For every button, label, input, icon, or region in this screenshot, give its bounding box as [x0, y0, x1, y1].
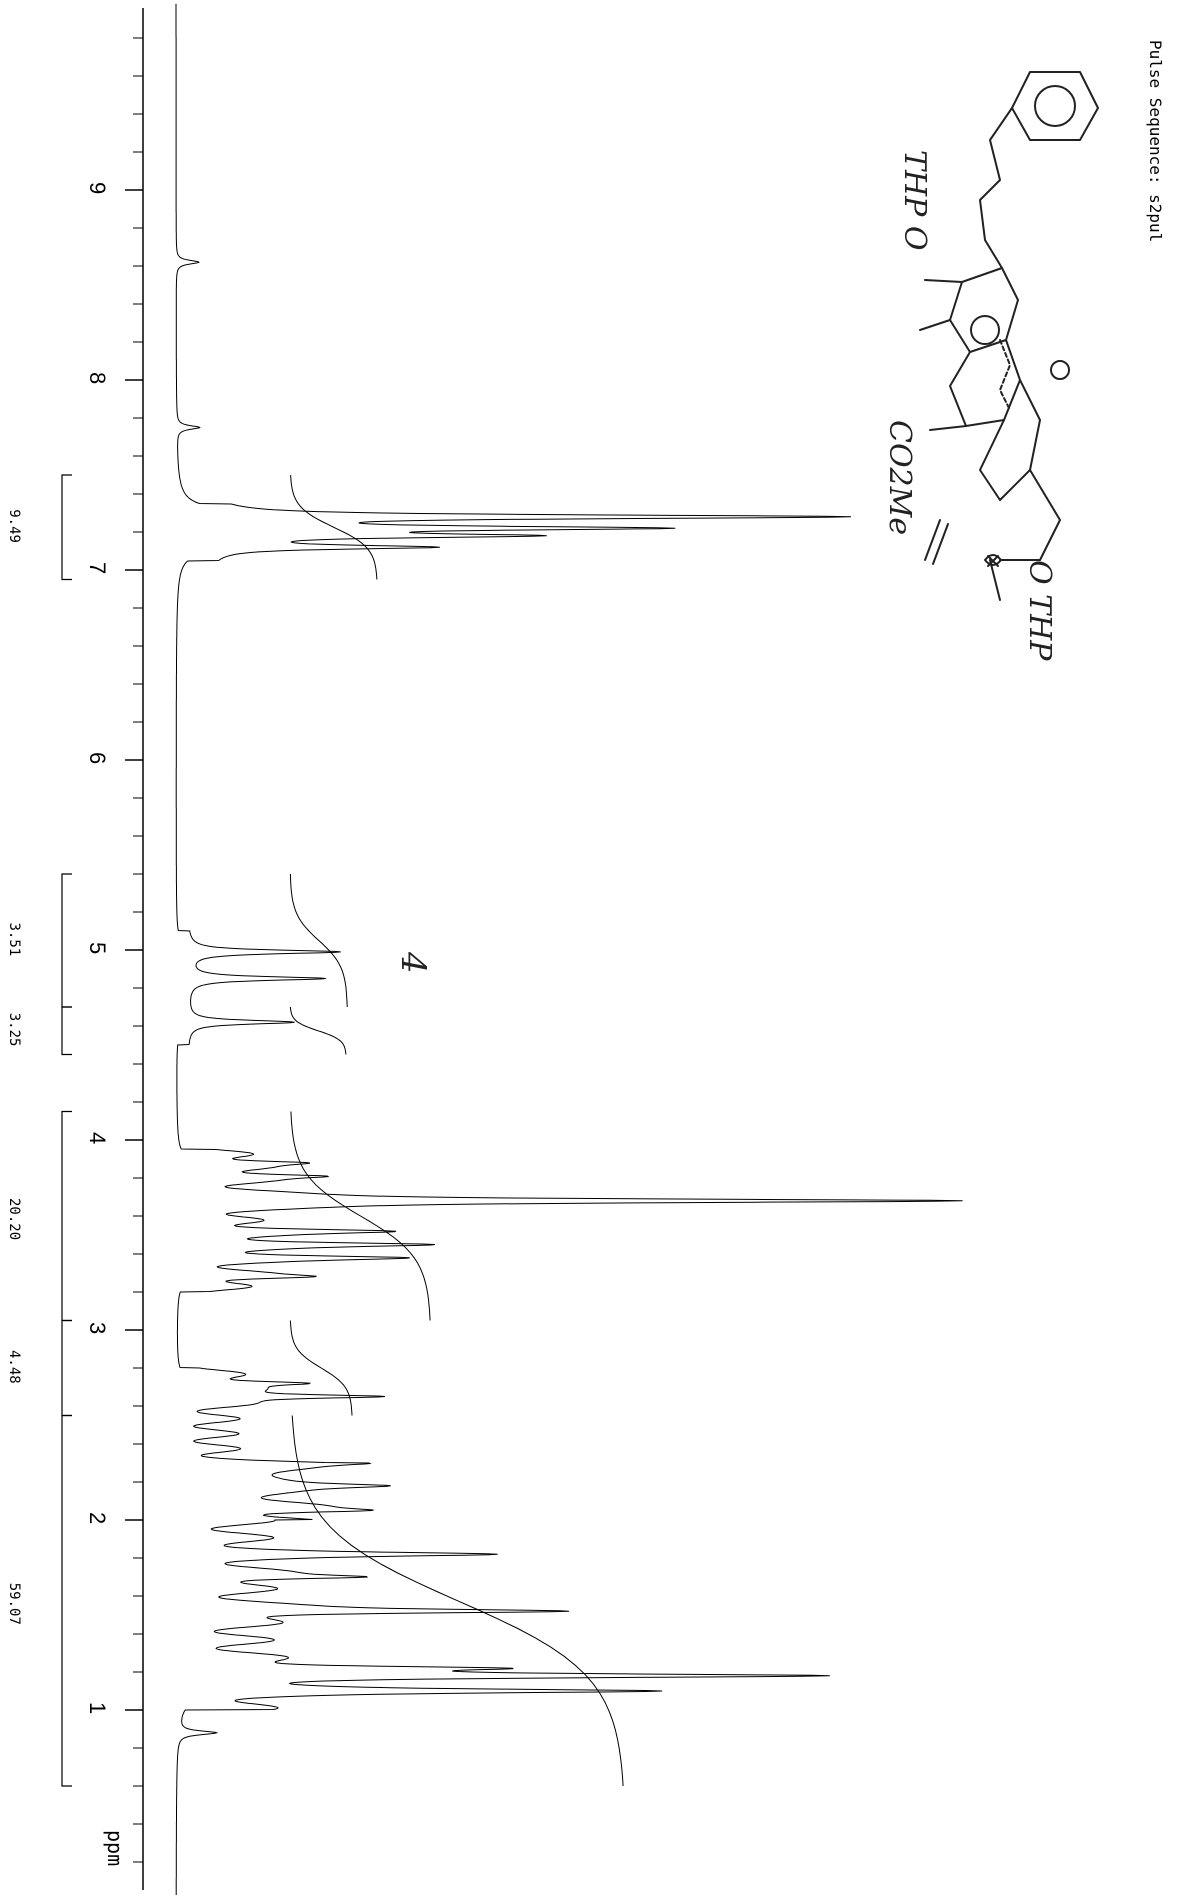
integral-curve — [289, 1006, 347, 1055]
integration-bracket — [61, 1110, 72, 1322]
spectrum-trace — [175, 3, 963, 1895]
x-axis-label: ppm — [103, 1830, 127, 1866]
integral-curve — [290, 474, 378, 580]
integration-brackets: 9.49 3.51 3.25 20.20 4.48 59.07 — [6, 474, 72, 1787]
integration-bracket — [61, 873, 72, 1008]
integration-label: 20.20 — [6, 1198, 22, 1240]
tick-label: 5 — [85, 942, 110, 954]
integration-label: 9.49 — [6, 509, 22, 543]
integral-curve — [290, 1111, 431, 1321]
integration-bracket — [61, 1319, 72, 1417]
label-handwritten-4: 4 — [393, 951, 433, 974]
integral-curve — [289, 873, 348, 1008]
integration-bracket — [61, 1414, 72, 1787]
chart-title: Pulse Sequence: s2pul — [1146, 40, 1165, 242]
tick-label: 2 — [85, 1512, 110, 1524]
integration-label: 59.07 — [6, 1583, 22, 1625]
label-co2me: CO2Me — [882, 420, 917, 535]
integral-curve — [289, 1320, 353, 1416]
integral-curve — [291, 1415, 624, 1787]
tick-label: 6 — [85, 752, 110, 764]
integration-label: 4.48 — [6, 1350, 22, 1384]
ppm-axis: 9 8 7 6 5 4 3 2 1 — [85, 8, 144, 1890]
tick-label: 1 — [85, 1702, 110, 1714]
structure-labels: THP O O THP CO2Me 4 — [393, 150, 1057, 974]
tick-label: 7 — [85, 562, 110, 574]
integration-label: 3.25 — [6, 1013, 22, 1047]
label-thpo-left: THP O — [897, 150, 932, 251]
spectrum-trace-layer — [175, 3, 963, 1895]
tick-label: 8 — [85, 372, 110, 384]
tick-label: 9 — [85, 182, 110, 194]
tick-label: 4 — [85, 1132, 110, 1144]
structure-drawing — [919, 71, 1099, 601]
integral-curves — [289, 474, 624, 1787]
integration-bracket — [61, 1006, 72, 1056]
integration-label: 3.51 — [6, 923, 22, 957]
integration-bracket — [61, 474, 72, 581]
label-othp-right: O THP — [1022, 560, 1057, 661]
tick-label: 3 — [85, 1322, 110, 1334]
